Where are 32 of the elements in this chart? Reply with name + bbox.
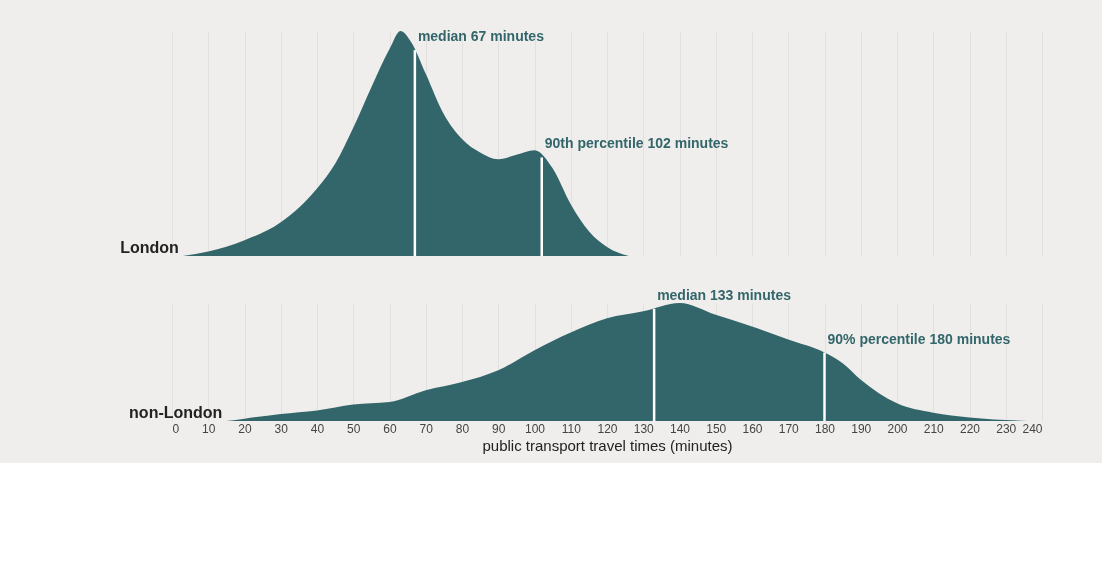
x-tick-label: 140 xyxy=(669,421,691,436)
x-tick-label: 60 xyxy=(383,421,397,436)
ref-line-label: median 67 minutes xyxy=(417,28,545,45)
ref-line-label: median 133 minutes xyxy=(657,286,792,303)
x-tick-label: 170 xyxy=(778,421,800,436)
ref-line-label: 90th percentile 102 minutes xyxy=(544,135,729,152)
x-tick-label: 10 xyxy=(202,421,216,436)
x-tick-label: 80 xyxy=(455,421,470,436)
x-tick-label: 200 xyxy=(887,421,908,436)
x-tick-label: 160 xyxy=(742,421,763,436)
x-tick-label: 120 xyxy=(597,421,618,436)
x-tick-label: 70 xyxy=(419,421,434,436)
x-tick-label: 30 xyxy=(274,421,289,436)
x-tick-label: 180 xyxy=(814,421,836,436)
x-tick-label: 20 xyxy=(238,421,252,436)
x-tick-label: 110 xyxy=(561,421,582,436)
x-tick-label: 190 xyxy=(851,421,872,436)
x-tick-label: 130 xyxy=(633,421,655,436)
series-label: London xyxy=(120,239,179,256)
x-tick-label: 240 xyxy=(1022,421,1043,436)
x-tick-label: 210 xyxy=(923,421,945,436)
x-tick-label: 150 xyxy=(706,421,727,436)
x-tick-label: 50 xyxy=(347,421,361,436)
x-axis-title: public transport travel times (minutes) xyxy=(482,436,733,454)
x-tick-label: 100 xyxy=(524,421,546,436)
x-tick-label: 230 xyxy=(996,421,1017,436)
x-tick-label: 0 xyxy=(172,421,180,436)
x-tick-label: 90 xyxy=(492,421,506,436)
series-label: non-London xyxy=(129,404,223,421)
ref-line-label: 90% percentile 180 minutes xyxy=(827,330,1011,347)
x-tick-label: 40 xyxy=(310,421,325,436)
x-tick-label: 220 xyxy=(959,421,981,436)
